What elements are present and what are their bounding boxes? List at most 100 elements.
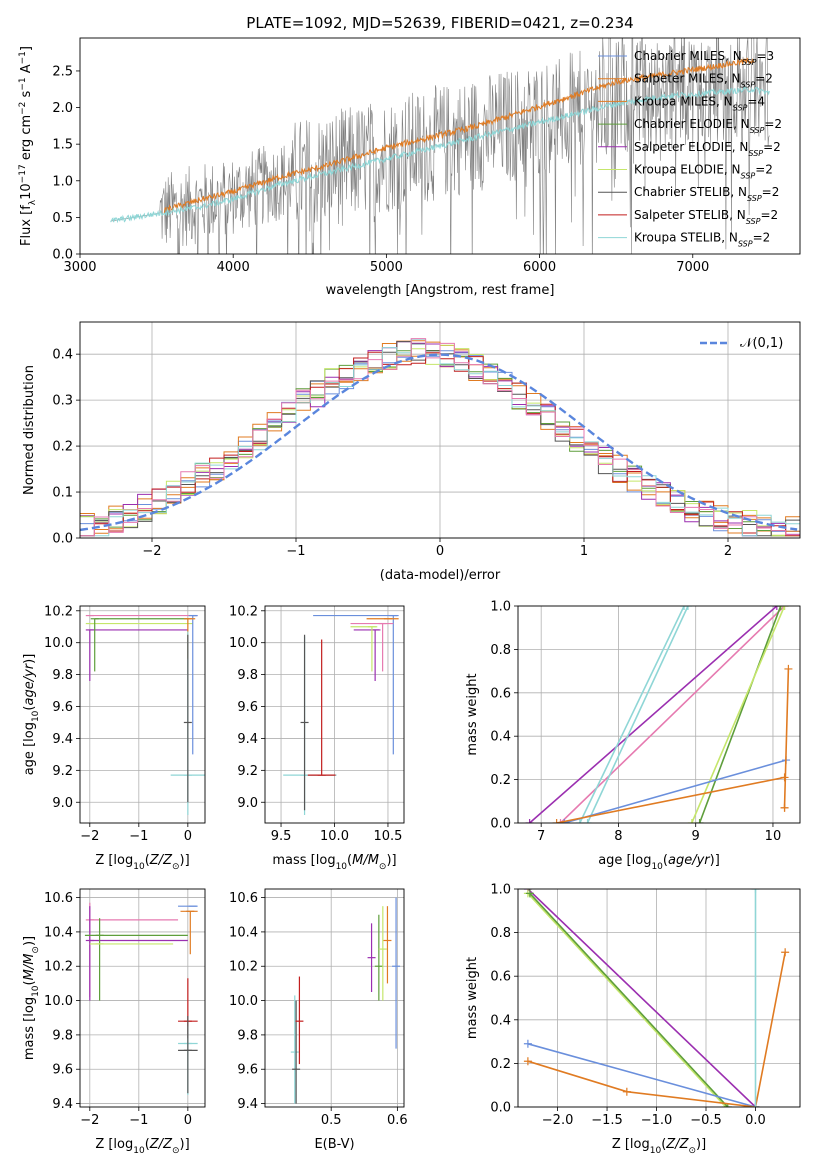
y-tick-label: 0.8 bbox=[490, 926, 511, 941]
series-point-marker bbox=[523, 1057, 532, 1066]
series-line bbox=[579, 606, 685, 823]
series-point-marker bbox=[781, 948, 790, 957]
histograms-group bbox=[80, 338, 800, 537]
label-part: 10 bbox=[31, 710, 41, 722]
label-part: mass [log bbox=[22, 997, 37, 1060]
series-point-marker bbox=[556, 819, 565, 823]
y-axis-label: Flux [fλ10−17 erg cm−2 s−1 A−1] bbox=[18, 46, 38, 246]
x-tick-label: 9.5 bbox=[271, 829, 292, 844]
label-part: ( bbox=[347, 853, 352, 868]
series-point-marker bbox=[687, 819, 696, 823]
x-tick-label: 0 bbox=[436, 544, 444, 559]
legend-label: Chabrier ELODIE, NSSP=2 bbox=[634, 117, 782, 135]
y-tick-label: 0.0 bbox=[490, 817, 511, 832]
label-part: A bbox=[19, 64, 34, 77]
x-axis-label: age [log10(age/yr)] bbox=[598, 853, 720, 872]
y-tick-label: 9.2 bbox=[237, 764, 258, 779]
series-point-marker bbox=[683, 606, 692, 610]
legend-sub: SSP bbox=[741, 171, 756, 180]
label-part: )] bbox=[710, 853, 720, 868]
series-line bbox=[586, 606, 689, 823]
legend-sub: SSP bbox=[738, 239, 753, 248]
y-tick-label: 10.0 bbox=[229, 994, 258, 1009]
series-point-marker bbox=[780, 606, 789, 610]
series-point-marker bbox=[751, 1103, 760, 1107]
label-part: Flux [f bbox=[19, 205, 34, 246]
legend-tail: =2 bbox=[762, 185, 780, 199]
x-tick-label: −1 bbox=[129, 829, 148, 844]
x-tick-label: 10.5 bbox=[373, 829, 402, 844]
legend-tail: =2 bbox=[753, 231, 771, 245]
y-tick-label: 0.6 bbox=[490, 686, 511, 701]
panels: 3000 4000 5000 6000 70000.00.51.01.52.02.5wa… bbox=[18, 37, 801, 1156]
label-part: Z/Z bbox=[665, 1137, 689, 1152]
label-part: (data-model)/error bbox=[380, 568, 501, 583]
series-line bbox=[556, 776, 785, 823]
label-part: ( bbox=[145, 853, 150, 868]
y-tick-label: 1.0 bbox=[490, 600, 511, 615]
x-tick-label: 4000 bbox=[217, 260, 250, 275]
label-part: s bbox=[19, 90, 34, 101]
label-part: ( bbox=[663, 853, 668, 868]
x-tick-label: −1 bbox=[129, 1113, 148, 1128]
legend-sub: SSP bbox=[733, 103, 748, 112]
legend-label: Salpeter MILES, NSSP=2 bbox=[634, 72, 773, 90]
legend-main: Kroupa MILES, N bbox=[634, 94, 733, 108]
label-part: E(B-V) bbox=[314, 1137, 354, 1152]
residuals-panel: −2 −1 0 1 2 0.0 0.1 0.2 0.3 0.4 (data-model)/error… bbox=[22, 321, 801, 583]
mass_vs_EBV-panel: 0.5 0.6 9.4 9.6 9.8 10.0 10.2 10.4 10.6 E(B-V) bbox=[229, 888, 408, 1152]
label-part: Normed distribution bbox=[22, 365, 37, 495]
y-tick-label: 9.8 bbox=[237, 1028, 258, 1043]
series-point-marker bbox=[552, 819, 561, 823]
label-part: M/M bbox=[22, 954, 37, 981]
axes-frame bbox=[264, 605, 405, 824]
y-tick-label: 9.8 bbox=[52, 668, 73, 683]
x-tick-label: 6000 bbox=[523, 260, 556, 275]
label-part: M/M bbox=[352, 853, 379, 868]
legend-sub: SSP bbox=[748, 148, 763, 157]
x-axis-label: mass [log10(M/M⊙)] bbox=[272, 853, 396, 872]
legend-label: Chabrier STELIB, NSSP=2 bbox=[634, 185, 779, 203]
label-part: Z [log bbox=[612, 1137, 650, 1152]
x-tick-label: −2.0 bbox=[542, 1113, 574, 1128]
y-tick-label: 2.5 bbox=[52, 64, 73, 79]
points-group bbox=[84, 902, 198, 1095]
label-part: )] bbox=[22, 654, 37, 664]
y-tick-label: 10.0 bbox=[229, 636, 258, 651]
x-tick-label: 7 bbox=[537, 829, 545, 844]
y-axis-label: mass weight bbox=[465, 673, 480, 755]
x-axis-label: wavelength [Angstrom, rest frame] bbox=[326, 283, 555, 298]
y-tick-label: 9.0 bbox=[52, 796, 73, 811]
lines-group bbox=[523, 889, 790, 1107]
x-axis-label: Z [log10(Z/Z⊙)] bbox=[612, 1137, 706, 1156]
x-tick-label: 1 bbox=[580, 544, 588, 559]
axes-frame bbox=[264, 888, 405, 1108]
data-series-group bbox=[110, 38, 770, 254]
x-tick-label: −2 bbox=[80, 829, 99, 844]
y-axis-label: Normed distribution bbox=[22, 365, 37, 495]
y-tick-label: 9.6 bbox=[52, 700, 73, 715]
series-point-marker bbox=[772, 606, 781, 610]
label-part: wavelength [Angstrom, rest frame] bbox=[326, 283, 555, 298]
y-tick-label: 1.0 bbox=[490, 883, 511, 898]
y-tick-label: 9.8 bbox=[237, 668, 258, 683]
x-tick-label: 0.0 bbox=[745, 1113, 766, 1128]
legend-main: Salpeter ELODIE, N bbox=[634, 140, 748, 154]
y-tick-label: 10.2 bbox=[229, 960, 258, 975]
legend-tail: =4 bbox=[747, 94, 765, 108]
y-tick-label: 10.2 bbox=[229, 604, 258, 619]
y-tick-label: 9.4 bbox=[237, 1097, 258, 1112]
y-tick-label: 9.4 bbox=[52, 732, 73, 747]
y-tick-label: 0.6 bbox=[490, 970, 511, 985]
legend-tail: =2 bbox=[764, 117, 782, 131]
series-point-marker bbox=[680, 606, 689, 610]
y-tick-label: 0.2 bbox=[490, 1057, 511, 1072]
x-axis-label: E(B-V) bbox=[314, 1137, 354, 1152]
label-part: )] bbox=[386, 853, 396, 868]
age_vs_Z-panel: −2 −1 09.09.29.49.69.810.010.2Z [log10(Z/Z… bbox=[22, 604, 206, 872]
series-line bbox=[691, 606, 786, 823]
normal-curve bbox=[80, 353, 798, 532]
